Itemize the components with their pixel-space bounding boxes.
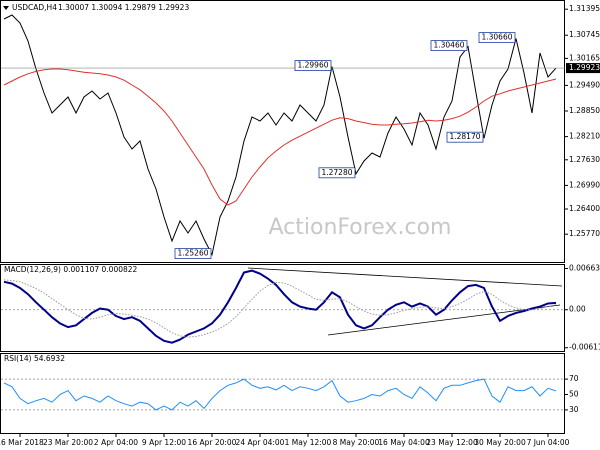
y-tick-label: 1.29490 bbox=[569, 80, 600, 89]
y-tick-label: 0.00 bbox=[569, 305, 586, 314]
y-tick-label: 1.26990 bbox=[569, 180, 600, 189]
macd-title: MACD(12,26,9) 0.001107 0.000822 bbox=[4, 265, 138, 274]
annotation-label: 1.25260 bbox=[177, 249, 208, 258]
x-tick-label: 23 May 12:00 bbox=[426, 438, 478, 447]
y-tick-label: 1.25770 bbox=[569, 229, 600, 238]
y-tick-label: 0.006639 bbox=[569, 263, 600, 272]
annotation-label: 1.30660 bbox=[481, 33, 512, 42]
last-price-box bbox=[566, 63, 600, 74]
trend-line bbox=[247, 267, 563, 287]
series-line bbox=[3, 279, 557, 338]
x-tick-label: 1 May 12:00 bbox=[285, 438, 332, 447]
annotation-label: 1.27280 bbox=[321, 168, 352, 177]
last-price-label: 1.29923 bbox=[569, 63, 600, 72]
y-tick-label: 1.30745 bbox=[569, 30, 600, 39]
y-tick-label: 1.27630 bbox=[569, 155, 600, 164]
price-title: USDCAD,H4 bbox=[12, 3, 57, 12]
watermark: ActionForex.com bbox=[269, 215, 452, 240]
y-tick-label: 1.28210 bbox=[569, 132, 600, 141]
annotation-label: 1.29960 bbox=[297, 61, 328, 70]
y-tick-label: -0.006114 bbox=[569, 343, 600, 352]
annotation-box bbox=[446, 131, 484, 143]
y-tick-label: 50 bbox=[569, 390, 579, 399]
y-tick-label: 70 bbox=[569, 374, 579, 383]
y-tick-label: 1.30165 bbox=[569, 53, 600, 62]
x-tick-label: 23 Mar 20:00 bbox=[43, 438, 93, 447]
y-tick-label: 1.26400 bbox=[569, 204, 600, 213]
series-line bbox=[3, 378, 557, 411]
x-tick-label: 16 Apr 20:00 bbox=[188, 438, 237, 447]
x-tick-label: 2 Apr 04:00 bbox=[94, 438, 138, 447]
annotation-box bbox=[478, 32, 516, 43]
x-tick-label: 24 Apr 04:00 bbox=[236, 438, 285, 447]
series-line bbox=[3, 269, 557, 344]
x-tick-label: 7 Jun 04:00 bbox=[527, 438, 570, 447]
annotation-box bbox=[318, 167, 356, 179]
x-tick-label: 16 Mar 2018 bbox=[0, 438, 44, 447]
annotation-box bbox=[294, 60, 332, 71]
macd-panel bbox=[0, 264, 565, 352]
y-tick-label: 30 bbox=[569, 405, 579, 414]
x-tick-label: 9 Apr 12:00 bbox=[142, 438, 186, 447]
x-tick-label: 16 May 04:00 bbox=[378, 438, 430, 447]
menu-arrow bbox=[3, 6, 9, 10]
annotation-label: 1.28170 bbox=[449, 132, 480, 141]
y-tick-label: 1.28850 bbox=[569, 106, 600, 115]
annotation-box bbox=[430, 40, 468, 51]
x-tick-label: 30 May 20:00 bbox=[474, 438, 526, 447]
rsi-panel bbox=[0, 353, 565, 434]
price-subtitle: 1.30007 1.30094 1.29879 1.29923 bbox=[58, 3, 189, 12]
x-tick-label: 8 May 20:00 bbox=[333, 438, 380, 447]
annotation-box bbox=[174, 248, 212, 260]
price-panel bbox=[0, 0, 565, 263]
annotation-label: 1.30460 bbox=[433, 41, 464, 50]
rsi-title: RSI(14) 54.6932 bbox=[4, 354, 65, 363]
y-tick-label: 1.31395 bbox=[569, 4, 600, 13]
series-line bbox=[3, 14, 557, 257]
series-line bbox=[3, 68, 557, 206]
